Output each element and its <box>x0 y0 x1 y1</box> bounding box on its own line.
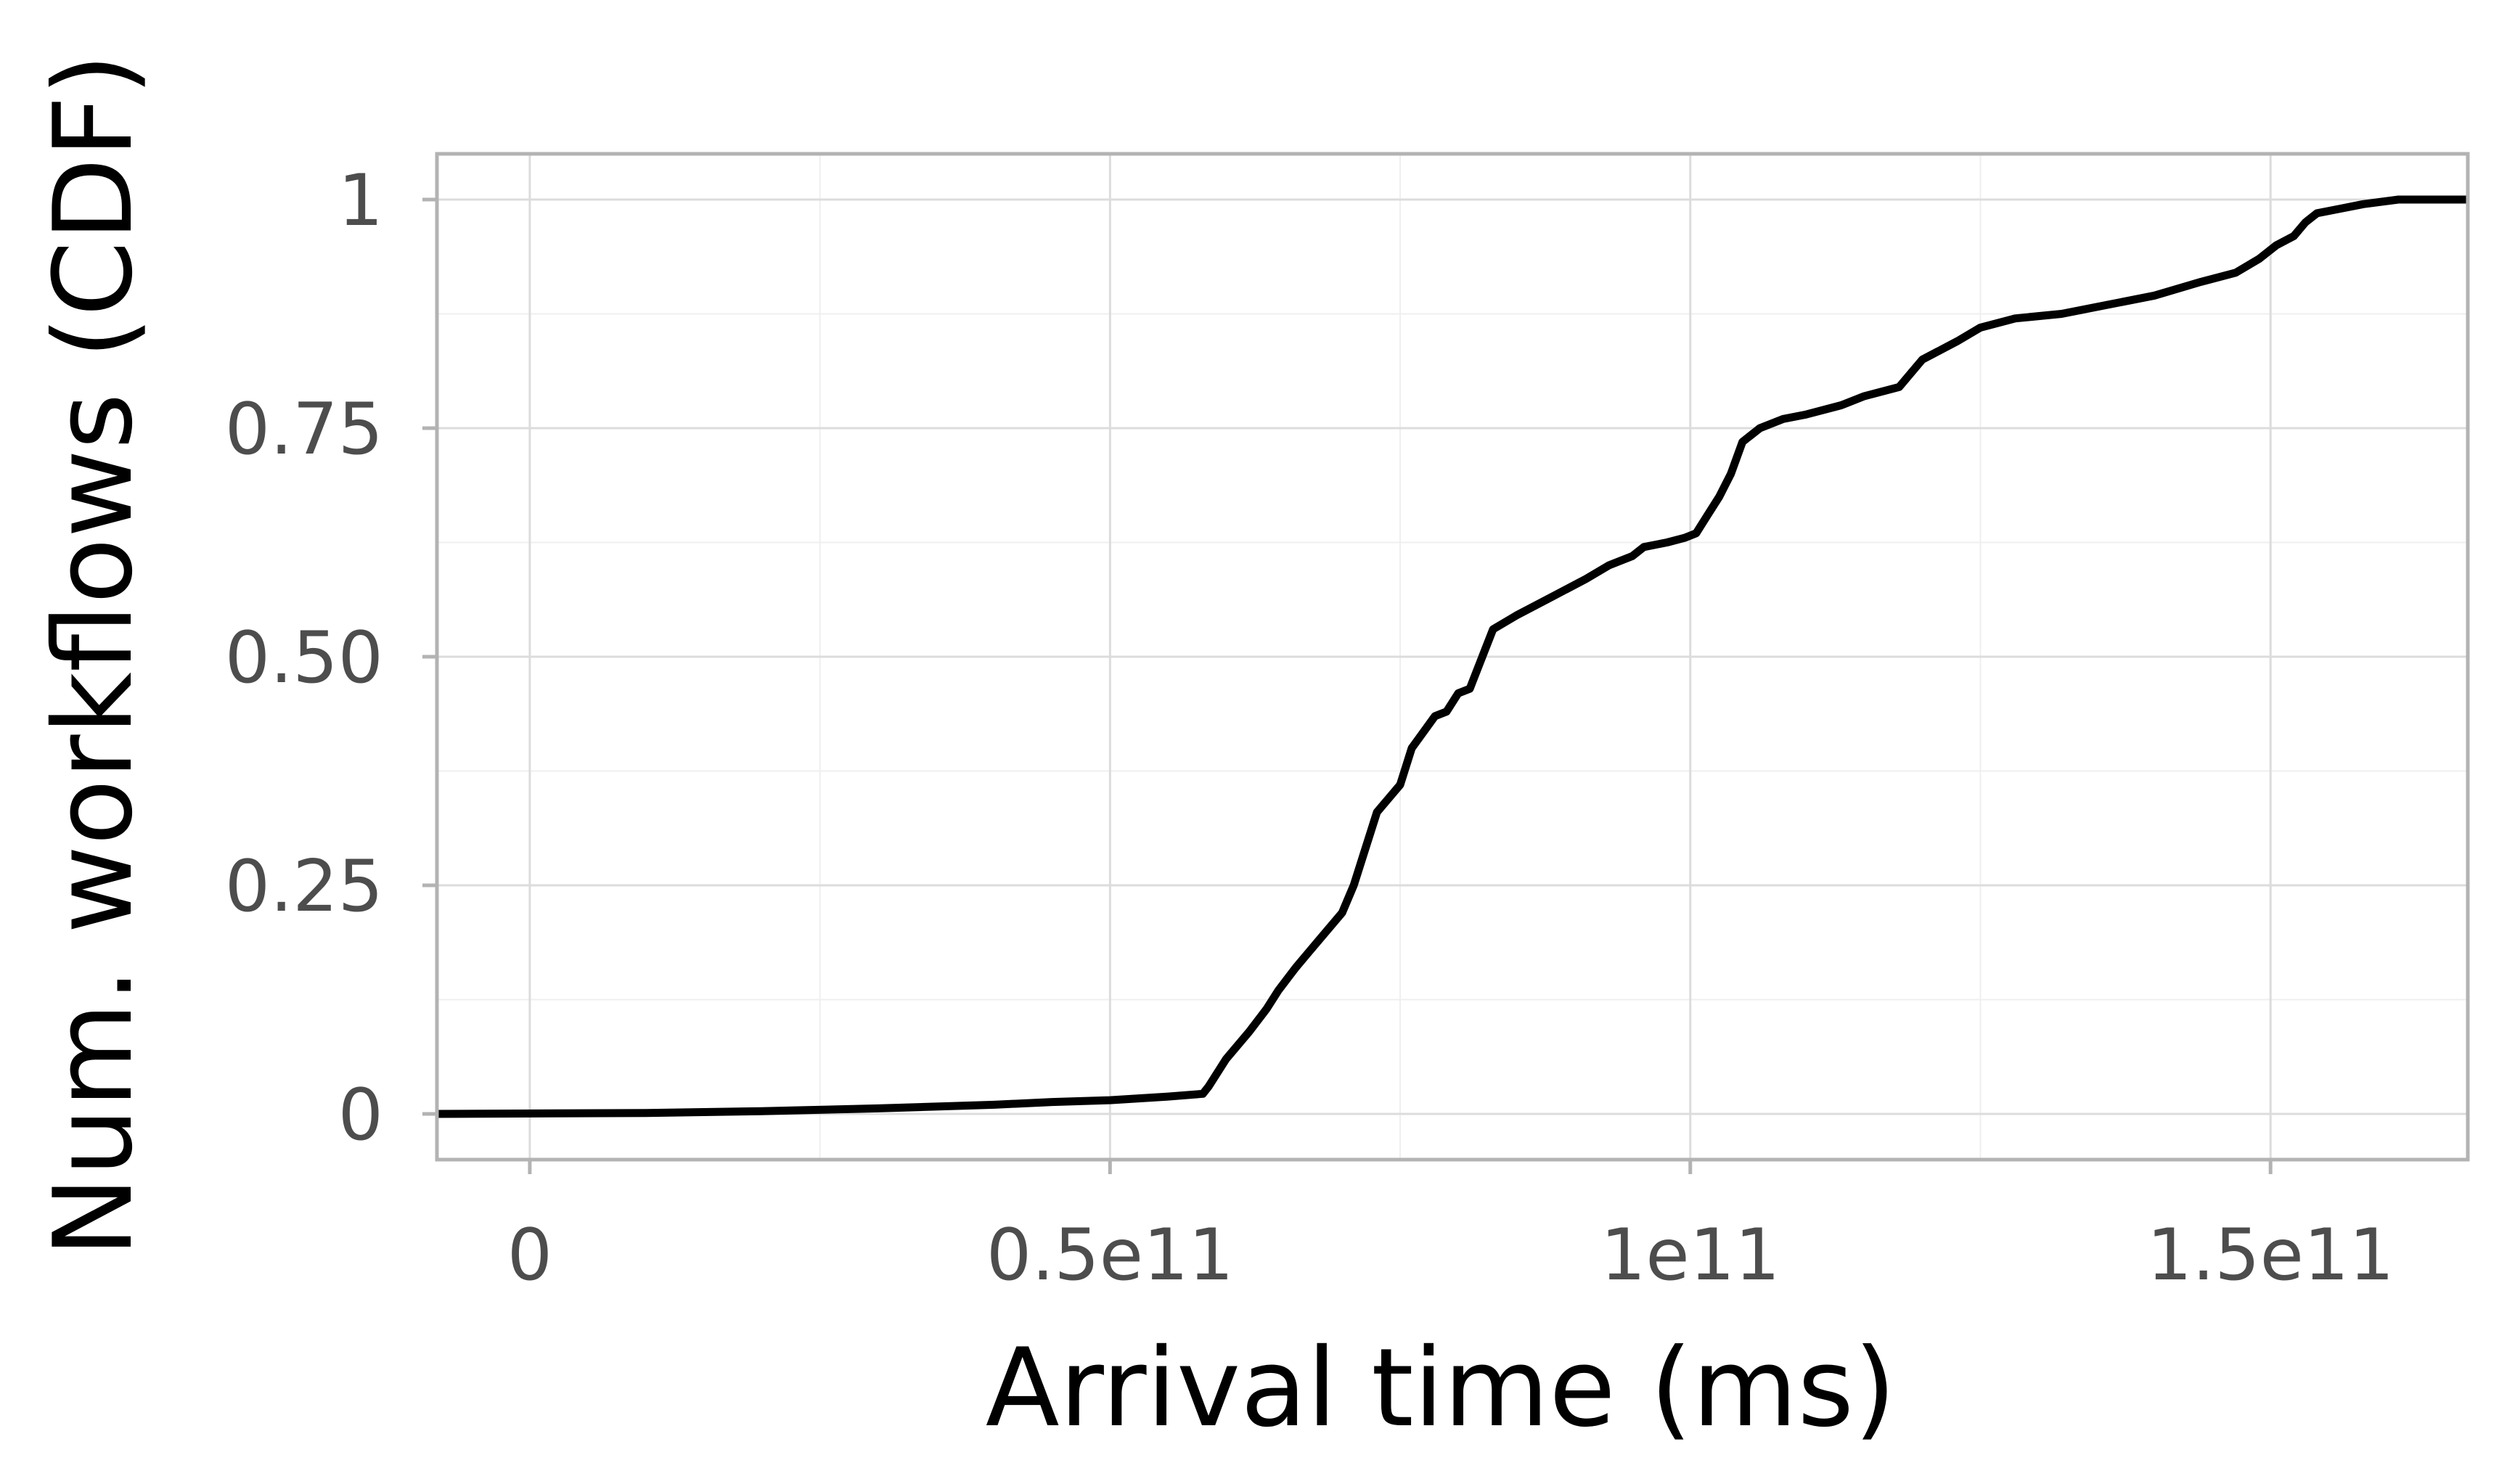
x-tick-label: 0 <box>507 1214 552 1297</box>
cdf-series-line <box>436 195 2468 1118</box>
y-axis-title: Num. workflows (CDF) <box>31 54 157 1258</box>
x-tick-label: 0.5e11 <box>986 1214 1234 1297</box>
minor-gridlines <box>437 154 2468 1160</box>
y-tick-label: 0 <box>338 1074 383 1157</box>
x-axis-ticks: 0 0.5e11 1e11 1.5e11 <box>507 1160 2394 1297</box>
y-axis-ticks: 0 0.25 0.50 0.75 1 <box>225 160 437 1157</box>
y-tick-label: 0.75 <box>225 388 383 471</box>
x-axis-title: Arrival time (ms) <box>986 1326 1897 1451</box>
y-tick-label: 0.25 <box>225 845 383 928</box>
x-tick-label: 1e11 <box>1600 1214 1780 1297</box>
y-tick-label: 1 <box>338 160 383 242</box>
x-tick-label: 1.5e11 <box>2147 1214 2394 1297</box>
y-tick-label: 0.50 <box>225 617 383 700</box>
major-gridlines <box>437 154 2468 1160</box>
